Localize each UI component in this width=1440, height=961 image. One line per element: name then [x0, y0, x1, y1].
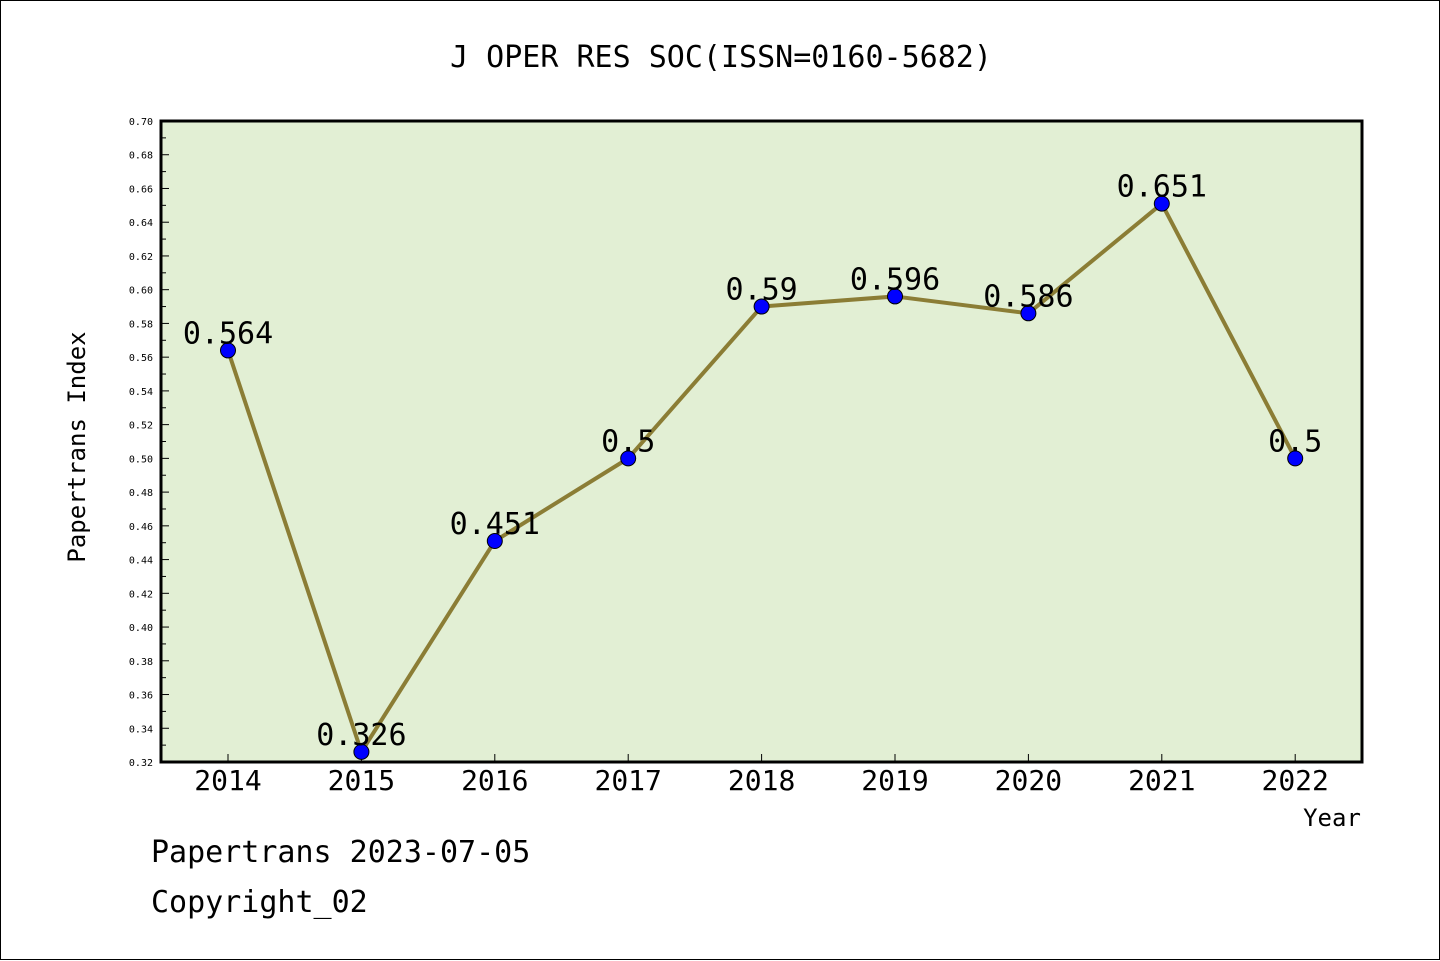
y-tick-label: 0.38: [129, 657, 153, 668]
data-label: 0.5: [601, 424, 655, 459]
data-label: 0.586: [983, 279, 1073, 314]
data-point: [620, 450, 637, 467]
y-tick-label: 0.62: [129, 252, 153, 263]
y-tick-label: 0.58: [129, 319, 153, 330]
y-tick-label: 0.66: [129, 184, 153, 195]
data-label: 0.5: [1268, 424, 1322, 459]
y-tick-label: 0.40: [129, 623, 153, 634]
data-point: [753, 298, 770, 315]
plot-border: [159, 119, 1364, 764]
y-tick-label: 0.52: [129, 421, 153, 432]
y-tick-label: 0.34: [129, 724, 153, 735]
data-label: 0.564: [183, 316, 273, 351]
y-tick-label: 0.54: [129, 387, 153, 398]
footer-date: Papertrans 2023-07-05: [151, 835, 531, 870]
x-tick-label: 2018: [728, 764, 795, 797]
plot-area: [161, 121, 1362, 762]
data-label: 0.651: [1117, 170, 1207, 205]
y-tick-label: 0.36: [129, 691, 153, 702]
data-point: [1153, 195, 1170, 212]
y-tick-label: 0.46: [129, 522, 153, 533]
y-tick-label: 0.70: [129, 117, 153, 128]
y-tick-label: 0.68: [129, 151, 153, 162]
x-tick-label: 2016: [461, 764, 528, 797]
x-axis-title: Year: [1303, 804, 1361, 832]
y-tick-label: 0.64: [129, 218, 153, 229]
x-tick-label: 2019: [861, 764, 928, 797]
chart-title: J OPER RES SOC(ISSN=0160-5682): [450, 40, 992, 75]
footer-copyright: Copyright_02: [151, 885, 368, 920]
x-tick-label: 2021: [1128, 764, 1195, 797]
data-point: [353, 743, 370, 760]
y-tick-label: 0.42: [129, 589, 153, 600]
y-tick-label: 0.56: [129, 353, 153, 364]
x-tick-label: 2015: [328, 764, 395, 797]
y-tick-label: 0.50: [129, 454, 153, 465]
y-tick-label: 0.48: [129, 488, 153, 499]
y-tick-label: 0.60: [129, 286, 153, 297]
data-label: 0.326: [316, 718, 406, 753]
x-tick-label: 2022: [1261, 764, 1328, 797]
y-axis-title: Papertrans Index: [63, 331, 91, 562]
data-point: [486, 533, 503, 550]
data-point: [220, 342, 236, 359]
data-point: [1020, 305, 1037, 322]
y-tick-label: 0.44: [129, 556, 153, 567]
data-label: 0.596: [850, 262, 940, 297]
data-point: [887, 288, 903, 305]
data-label: 0.59: [725, 273, 797, 308]
x-tick-label: 2020: [995, 764, 1062, 797]
data-point: [1287, 450, 1304, 467]
data-label: 0.451: [450, 507, 540, 542]
x-tick-label: 2017: [594, 764, 661, 797]
x-tick-label: 2014: [194, 764, 261, 797]
y-tick-label: 0.32: [129, 758, 153, 769]
